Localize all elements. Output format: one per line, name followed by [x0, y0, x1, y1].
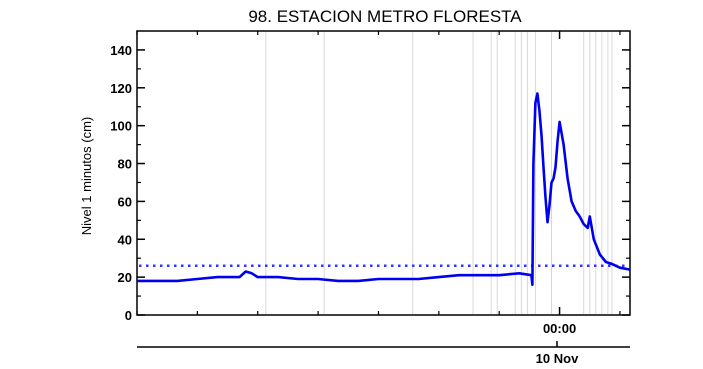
- y-axis: 0 20 40 60 80 100 120 140: [110, 43, 630, 323]
- y-axis-label: Nivel 1 minutos (cm): [79, 117, 94, 235]
- y-tick-label: 120: [110, 81, 132, 96]
- y-tick-label: 40: [118, 232, 132, 247]
- y-tick-label: 60: [118, 194, 132, 209]
- vertical-gridlines: [265, 32, 613, 314]
- x-tick-label: 00:00: [543, 321, 576, 336]
- series-line: [137, 92, 631, 286]
- y-tick-label: 140: [110, 43, 132, 58]
- y-tick-label: 80: [118, 157, 132, 172]
- y-tick-label: 0: [125, 308, 132, 323]
- x-axis: 00:00: [136, 31, 621, 336]
- series-layer: [137, 92, 631, 286]
- chart-title: 98. ESTACION METRO FLORESTA: [248, 7, 522, 26]
- date-label: 10 Nov: [536, 351, 579, 366]
- y-tick-label: 20: [118, 270, 132, 285]
- y-tick-label: 100: [110, 119, 132, 134]
- plot-frame: [136, 30, 631, 316]
- plot-area: 0 20 40 60 80 100 120 140 00:00: [110, 30, 631, 336]
